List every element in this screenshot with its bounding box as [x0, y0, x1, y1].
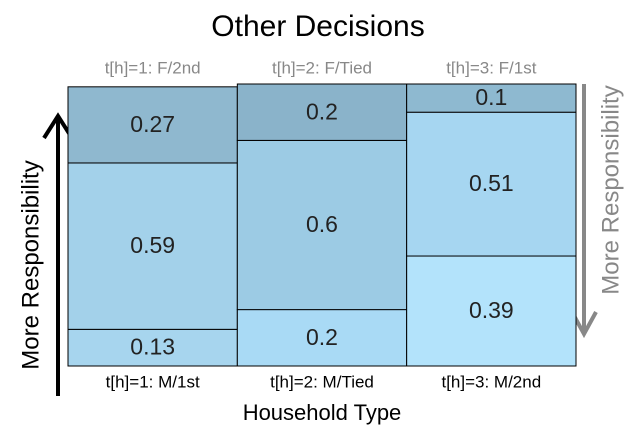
value-label: 0.27 [130, 111, 175, 137]
value-label: 0.51 [469, 170, 514, 196]
value-label: 0.39 [469, 297, 514, 323]
value-label: 0.13 [130, 334, 175, 360]
value-label: 0.1 [475, 84, 507, 110]
x-axis-label: Household Type [243, 400, 402, 425]
bar-segment [406, 83, 577, 113]
bar-segment [236, 83, 408, 141]
value-label: 0.2 [306, 98, 338, 124]
y-axis-label: More Responsibility [17, 160, 44, 369]
value-label: 0.6 [306, 211, 338, 237]
up-arrow [42, 112, 74, 396]
top-category-label: t[h]=1: F/2nd [105, 58, 201, 77]
top-category-label: t[h]=3: F/1st [446, 58, 537, 77]
bar-segment [406, 111, 577, 257]
value-label: 0.59 [130, 232, 175, 258]
bar-segment [67, 162, 238, 330]
bar-segment [236, 139, 408, 311]
value-label: 0.2 [306, 324, 338, 350]
x-tick-label: t[h]=1: M/1st [106, 372, 200, 391]
bar-segment [236, 309, 408, 367]
bar-segment [406, 255, 577, 367]
x-tick-label: t[h]=3: M/2nd [441, 372, 541, 391]
top-category-label: t[h]=2: F/Tied [272, 58, 372, 77]
chart-title: Other Decisions [211, 10, 424, 43]
y2-axis-label: More Responsibility [597, 85, 624, 294]
bar-segment [67, 328, 238, 367]
x-tick-label: t[h]=2: M/Tied [270, 372, 374, 391]
bar-segment [67, 86, 238, 164]
